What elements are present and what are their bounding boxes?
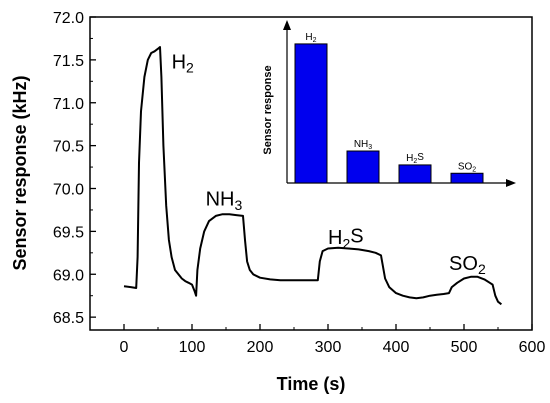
gas-label: H2: [172, 51, 194, 75]
inset-bar: [294, 43, 328, 184]
gas-label: SO2: [449, 253, 486, 277]
y-tick-label: 68.5: [53, 310, 84, 327]
y-tick-label: 71.5: [53, 53, 84, 70]
y-tick-label: 69.5: [53, 224, 84, 241]
main-ticks: [90, 16, 533, 330]
x-tick-label: 300: [315, 339, 342, 356]
series-line: [123, 46, 503, 306]
inset-bar-label: NH3: [354, 139, 372, 151]
main-tick-labels: 0 100 200 300 400 500 600 68.5 69.0 69.5 70.0 70.5 7…: [53, 10, 546, 356]
x-tick-label: 500: [451, 339, 478, 356]
inset-bar-label: H2: [305, 32, 316, 44]
inset-bar-label: H2S: [406, 152, 424, 165]
main-chart: 0 100 200 300 400 500 600 68.5 69.0 69.5 70.0 70.5 7…: [10, 10, 545, 394]
y-tick-label: 70.0: [53, 182, 84, 199]
inset-bars: H2 NH3 H2S SO2: [294, 32, 484, 184]
x-tick-label: 0: [120, 339, 129, 356]
inset-x-arrow: [506, 179, 516, 187]
gas-label: H2S: [328, 225, 364, 251]
x-tick-label: 400: [383, 339, 410, 356]
x-axis-title: Time (s): [277, 374, 346, 394]
inset-bar-label: SO2: [458, 161, 476, 173]
main-plot-frame: [89, 16, 533, 331]
inset-bar: [450, 172, 484, 184]
y-tick-label: 70.5: [53, 139, 84, 156]
x-tick-label: 200: [247, 339, 274, 356]
inset-bar: [398, 164, 432, 184]
inset-y-axis-title: Sensor response: [262, 65, 274, 154]
y-tick-label: 72.0: [53, 10, 84, 27]
gas-label: NH3: [206, 189, 243, 213]
x-tick-label: 600: [519, 339, 546, 356]
inset-y-arrow: [283, 20, 291, 30]
inset-bar: [346, 150, 380, 184]
gas-annotations: H2 NH3 H2S SO2: [172, 51, 486, 277]
y-tick-label: 69.0: [53, 267, 84, 284]
x-tick-label: 100: [179, 339, 206, 356]
inset-chart: Sensor response H2 NH3 H2S SO2: [262, 20, 516, 187]
y-axis-title: Sensor response (kHz): [10, 75, 30, 270]
y-tick-label: 71.0: [53, 96, 84, 113]
